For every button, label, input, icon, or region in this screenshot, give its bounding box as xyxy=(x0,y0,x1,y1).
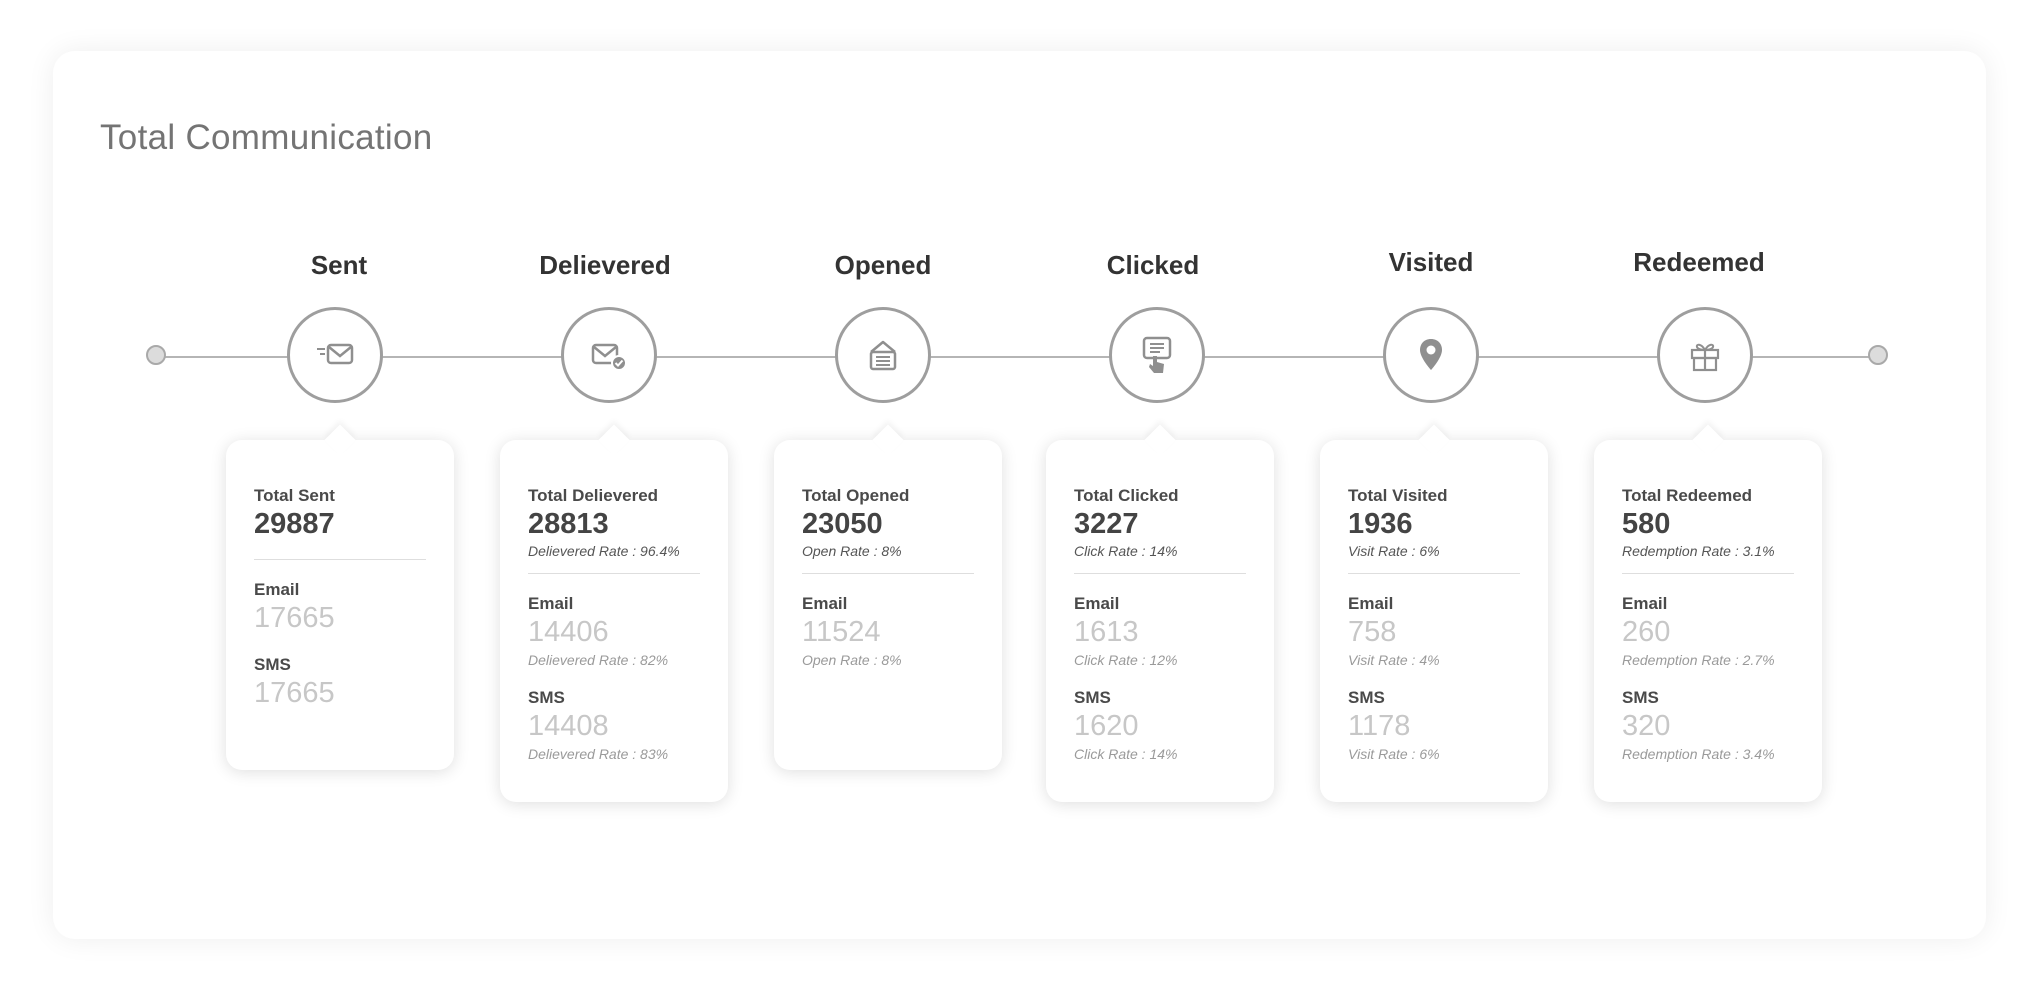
timeline-line xyxy=(156,356,1878,358)
divider xyxy=(1622,573,1794,574)
delivered-mail-icon xyxy=(591,343,627,371)
email-label: Email xyxy=(1622,594,1668,613)
email-label: Email xyxy=(1348,594,1394,613)
sms-value: 1178 xyxy=(1348,710,1411,742)
send-mail-icon xyxy=(317,343,354,365)
sms-label: SMS xyxy=(528,688,565,707)
sms-rate: Redemption Rate : 3.4% xyxy=(1622,746,1775,762)
email-value: 14406 xyxy=(528,616,609,648)
email-value: 1613 xyxy=(1074,616,1139,648)
sms-value: 14408 xyxy=(528,710,609,742)
email-label: Email xyxy=(1074,594,1120,613)
email-rate: Click Rate : 12% xyxy=(1074,652,1178,668)
total-value: 28813 xyxy=(528,508,609,540)
sms-label: SMS xyxy=(1348,688,1385,707)
stage-circle-sent[interactable] xyxy=(287,307,383,403)
total-label: Total Sent xyxy=(254,486,335,505)
email-rate: Open Rate : 8% xyxy=(802,652,902,668)
email-rate: Redemption Rate : 2.7% xyxy=(1622,652,1775,668)
total-label: Total Redeemed xyxy=(1622,486,1753,505)
email-rate: Delievered Rate : 82% xyxy=(528,652,669,668)
email-value: 260 xyxy=(1622,616,1671,648)
stage-circle-clicked[interactable] xyxy=(1109,307,1205,403)
email-rate: Visit Rate : 4% xyxy=(1348,652,1440,668)
stage-card-visited: Total Visited 1936 Visit Rate : 6% Email… xyxy=(1320,440,1548,802)
sms-rate: Delievered Rate : 83% xyxy=(528,746,669,762)
total-value: 23050 xyxy=(802,508,883,540)
total-value: 1936 xyxy=(1348,508,1413,540)
sms-rate: Visit Rate : 6% xyxy=(1348,746,1440,762)
stage-card-sent: Total Sent 29887 Email 17665 SMS 17665 xyxy=(226,440,454,770)
divider xyxy=(528,573,700,574)
stage-label-redeemed: Redeemed xyxy=(1633,247,1765,277)
stage-card-delievered: Total Delievered 28813 Delievered Rate :… xyxy=(500,440,728,802)
stage-circle-visited[interactable] xyxy=(1383,307,1479,403)
total-value: 3227 xyxy=(1074,508,1139,540)
total-label: Total Opened xyxy=(802,486,910,505)
click-pointer-icon xyxy=(1142,336,1172,373)
divider xyxy=(254,559,426,560)
stage-card-redeemed: Total Redeemed 580 Redemption Rate : 3.1… xyxy=(1594,440,1822,802)
page-title: Total Communication xyxy=(100,118,433,157)
opened-mail-icon xyxy=(869,340,897,371)
total-value: 29887 xyxy=(254,508,335,540)
total-label: Total Visited xyxy=(1348,486,1448,505)
divider xyxy=(1074,573,1246,574)
stage-label-visited: Visited xyxy=(1388,247,1474,277)
email-value: 758 xyxy=(1348,616,1397,648)
divider xyxy=(1348,573,1520,574)
gift-icon xyxy=(1690,343,1720,372)
email-label: Email xyxy=(528,594,574,613)
sms-value: 1620 xyxy=(1074,710,1139,742)
total-rate: Delievered Rate : 96.4% xyxy=(528,543,680,559)
sms-label: SMS xyxy=(1622,688,1659,707)
stage-circle-opened[interactable] xyxy=(835,307,931,403)
stage-label-opened: Opened xyxy=(834,250,932,280)
timeline-end-dot xyxy=(1868,345,1888,365)
email-value: 11524 xyxy=(802,616,881,648)
stage-card-opened: Total Opened 23050 Open Rate : 8% Email … xyxy=(774,440,1002,770)
stage-label-clicked: Clicked xyxy=(1106,250,1200,280)
stage-label-delievered: Delievered xyxy=(539,250,671,280)
stage-card-clicked: Total Clicked 3227 Click Rate : 14% Emai… xyxy=(1046,440,1274,802)
stage-label-sent: Sent xyxy=(310,250,368,280)
email-label: Email xyxy=(254,580,300,599)
sms-rate: Click Rate : 14% xyxy=(1074,746,1178,762)
total-rate: Click Rate : 14% xyxy=(1074,543,1178,559)
total-rate: Visit Rate : 6% xyxy=(1348,543,1440,559)
sms-label: SMS xyxy=(254,655,291,674)
total-label: Total Clicked xyxy=(1074,486,1179,505)
total-rate: Open Rate : 8% xyxy=(802,543,902,559)
email-label: Email xyxy=(802,594,848,613)
sms-label: SMS xyxy=(1074,688,1111,707)
location-pin-icon xyxy=(1420,339,1442,370)
timeline-start-dot xyxy=(146,345,166,365)
total-label: Total Delievered xyxy=(528,486,659,505)
sms-value: 17665 xyxy=(254,677,335,709)
email-value: 17665 xyxy=(254,602,335,634)
sms-value: 320 xyxy=(1622,710,1671,742)
divider xyxy=(802,573,974,574)
total-rate: Redemption Rate : 3.1% xyxy=(1622,543,1775,559)
stage-circle-delievered[interactable] xyxy=(561,307,657,403)
stage-circle-redeemed[interactable] xyxy=(1657,307,1753,403)
total-value: 580 xyxy=(1622,508,1671,540)
